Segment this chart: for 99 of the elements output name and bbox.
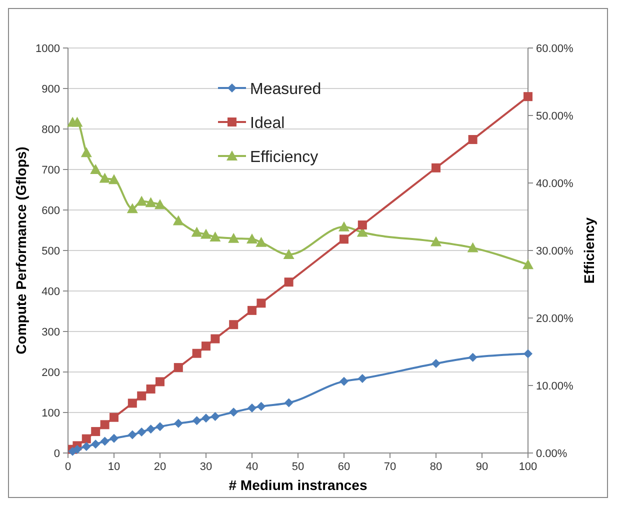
point [91,427,100,436]
point [358,220,367,230]
y2-tick-label: 60.00% [536,43,574,55]
y-tick-label: 900 [42,84,60,96]
point [72,444,82,454]
point [248,404,256,413]
point [99,172,110,183]
point [522,259,534,270]
y2-tick-label: 30.00% [536,246,574,258]
point [210,232,221,242]
point [90,164,102,174]
point [137,427,146,436]
point [100,420,110,430]
x-tick-label: 70 [384,461,396,473]
point [340,376,348,386]
legend-label: Ideal [250,115,285,132]
x-tick-label: 80 [430,461,442,473]
point [256,298,266,308]
y2-tick-label: 50.00% [536,110,574,122]
point [108,174,120,184]
point [430,236,442,246]
x-tick-label: 0 [64,461,72,473]
point [340,234,348,244]
y2-tick-label: 10.00% [536,380,574,392]
y-tick-label: 200 [42,367,60,379]
y-tick-label: 100 [42,408,60,420]
y-tick-label: 1000 [36,43,60,55]
point [126,203,138,214]
point [432,358,440,368]
y2-axis-title: Efficiency [581,217,597,284]
y2-tick-label: 20.00% [536,313,574,325]
x-tick-label: 30 [200,461,212,473]
point [174,418,183,428]
point [338,221,350,232]
y-tick-label: 0 [54,448,60,460]
x-tick-label: 90 [476,461,488,473]
point [80,147,92,158]
point [110,434,118,443]
point [210,412,220,422]
point [191,226,202,237]
point [283,249,294,260]
point [192,416,202,426]
y2-tick-label: 40.00% [536,178,574,190]
point [172,215,184,226]
y-tick-label: 400 [42,286,60,298]
point [146,424,156,434]
point [524,349,532,358]
y2-tick-label: 0.00% [536,448,568,460]
point [200,228,212,239]
y-tick-label: 500 [42,246,60,258]
point [468,135,478,144]
point [229,408,238,417]
point [210,334,220,344]
point [467,242,478,252]
x-tick-label: 10 [108,461,120,473]
point [72,116,83,127]
x-tick-label: 40 [246,461,258,473]
point [524,92,532,102]
point [156,377,164,386]
legend-label: Efficiency [250,149,318,166]
point [110,412,118,422]
point [256,402,266,411]
point [248,306,256,315]
y-tick-label: 300 [42,326,60,338]
point [128,398,137,408]
point [137,391,146,400]
y-tick-label: 600 [42,205,60,217]
point [284,278,294,287]
legend-label: Measured [250,81,322,98]
point [128,430,137,440]
point [432,163,440,172]
point [146,384,156,394]
point [174,363,183,372]
point [358,374,367,383]
y-tick-label: 800 [42,124,60,136]
y-axis-title: Compute Performance (Gflops) [13,146,29,354]
point [192,348,202,358]
point [202,342,210,351]
point [202,414,210,423]
point [284,398,294,408]
point [82,434,91,444]
x-tick-label: 20 [154,461,166,473]
x-tick-label: 60 [338,461,350,473]
point [246,234,258,244]
point [100,436,110,446]
point [156,422,164,432]
point [82,442,91,452]
point [228,232,240,243]
x-tick-label: 50 [292,461,304,473]
point [154,199,166,210]
point [136,196,148,206]
y-tick-label: 700 [42,164,60,176]
point [229,320,238,330]
point [468,352,478,362]
x-tick-label: 100 [518,461,538,473]
point [256,236,267,247]
point [145,197,156,208]
point [91,440,100,449]
x-axis-title: # Medium instrances [228,477,368,493]
